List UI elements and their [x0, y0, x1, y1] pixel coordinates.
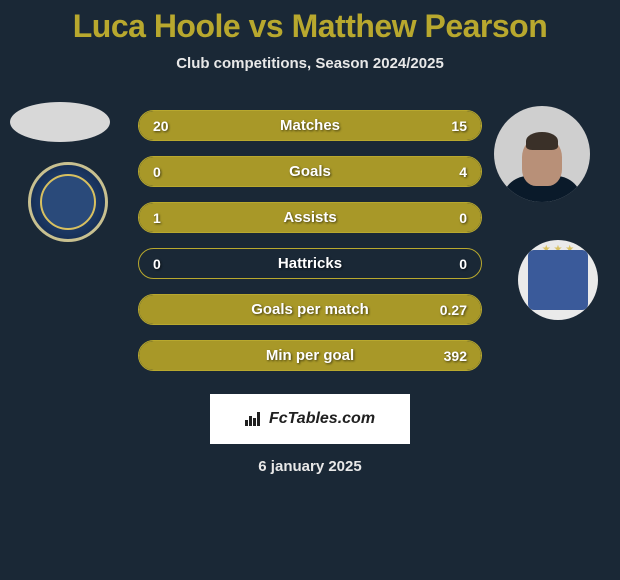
club-left-badge-icon — [28, 162, 108, 242]
club-right-badge-icon: ★ ★ ★ — [518, 240, 598, 320]
stat-label: Goals — [139, 163, 481, 180]
stat-row: 20Matches15 — [138, 110, 482, 141]
comparison-bars: 20Matches150Goals41Assists00Hattricks0Go… — [138, 110, 482, 386]
date-stamp: 6 january 2025 — [0, 458, 620, 475]
stat-row: 1Assists0 — [138, 202, 482, 233]
player-left-photo — [10, 102, 110, 142]
page-title: Luca Hoole vs Matthew Pearson — [0, 0, 620, 45]
stat-row: Goals per match0.27 — [138, 294, 482, 325]
stat-row: 0Goals4 — [138, 156, 482, 187]
stat-value-right: 392 — [444, 348, 467, 364]
stat-label: Hattricks — [139, 255, 481, 272]
stat-row: 0Hattricks0 — [138, 248, 482, 279]
stat-label: Goals per match — [139, 301, 481, 318]
stat-row: Min per goal392 — [138, 340, 482, 371]
watermark: FcTables.com — [210, 394, 410, 444]
stat-value-right: 15 — [451, 118, 467, 134]
watermark-text: FcTables.com — [269, 410, 375, 428]
stat-label: Min per goal — [139, 347, 481, 364]
page-subtitle: Club competitions, Season 2024/2025 — [0, 55, 620, 72]
fctables-logo-icon — [245, 412, 265, 426]
stat-value-right: 0.27 — [440, 302, 467, 318]
stat-value-right: 0 — [459, 210, 467, 226]
stat-label: Matches — [139, 117, 481, 134]
stat-value-right: 0 — [459, 256, 467, 272]
player-right-photo — [494, 106, 590, 202]
stat-value-right: 4 — [459, 164, 467, 180]
stat-label: Assists — [139, 209, 481, 226]
